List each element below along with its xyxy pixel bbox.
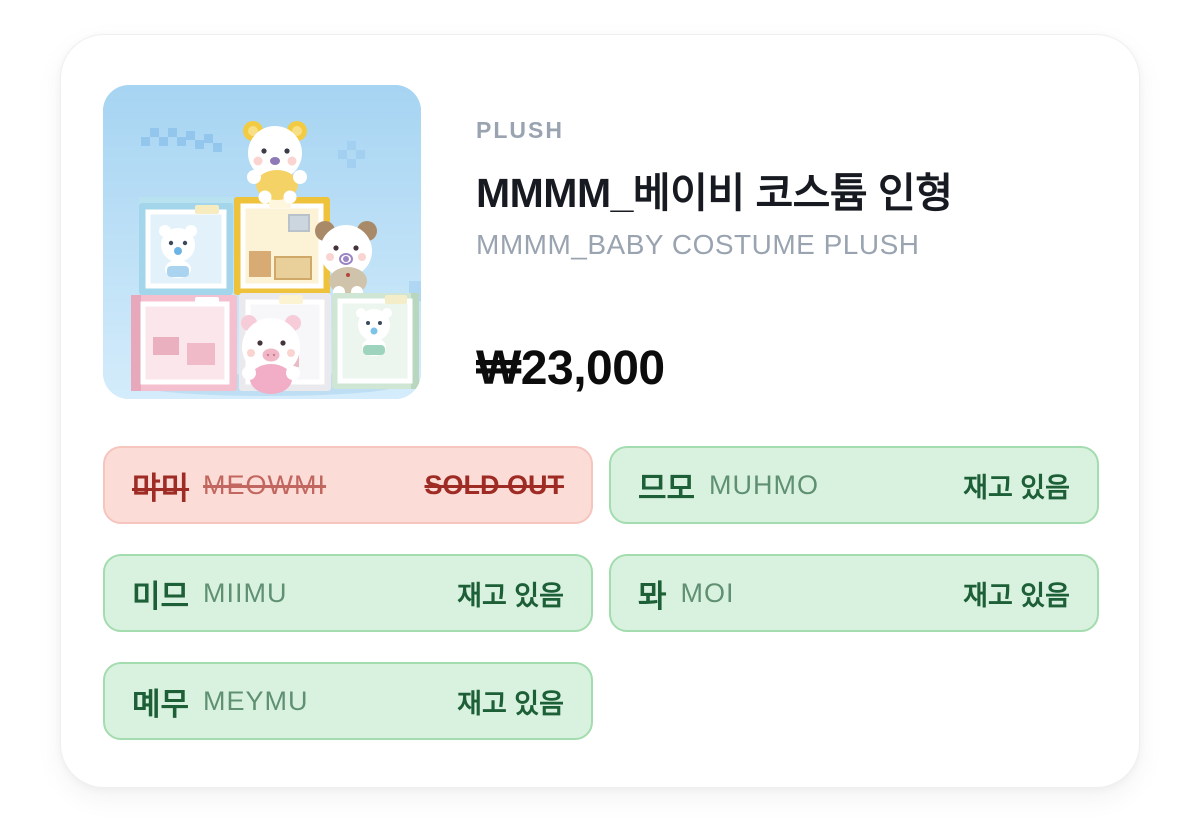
pixel-cross-decoration (338, 141, 365, 168)
product-photo (103, 85, 421, 399)
product-card: PLUSH MMMM_베이비 코스튬 인형 MMMM_BABY COSTUME … (60, 34, 1140, 788)
yellow-box (234, 197, 330, 295)
green-box (332, 293, 419, 389)
pixel-zigzag-decoration (141, 128, 222, 152)
blue-box (139, 197, 233, 295)
yellow-ear-bear-plush (243, 121, 307, 204)
option-status: 재고 있음 (457, 688, 564, 719)
option-badge-meymu[interactable]: 몌무 MEYMU 재고 있음 (103, 662, 593, 740)
pink-box (131, 295, 237, 391)
option-name-kr: 뫄 (638, 578, 667, 614)
product-price: ₩23,000 (476, 342, 665, 395)
option-badge-moi[interactable]: 뫄 MOI 재고 있음 (609, 554, 1099, 632)
plush-scene-illustration (103, 85, 421, 399)
option-name-en: MOI (680, 577, 735, 608)
option-badge-muhmo[interactable]: 므모 MUHMO 재고 있음 (609, 446, 1099, 524)
pig-plush (241, 315, 301, 394)
option-name-en: MEYMU (203, 685, 309, 716)
option-status: 재고 있음 (963, 472, 1070, 503)
option-name-kr: 몌무 (132, 686, 190, 722)
option-status: 재고 있음 (457, 580, 564, 611)
product-title: MMMM_베이비 코스튬 인형 (476, 170, 953, 216)
product-subtitle: MMMM_BABY COSTUME PLUSH (476, 229, 920, 260)
option-name-en: MUHMO (709, 469, 820, 500)
option-name-en: MEOWMI (203, 469, 327, 500)
option-name-kr: 미므 (132, 578, 190, 614)
option-name-kr: 므모 (638, 470, 696, 506)
option-badge-grid: 먀미 MEOWMI SOLD OUT 므모 MUHMO 재고 있음 미므 MII… (103, 446, 1099, 740)
option-status: 재고 있음 (963, 580, 1070, 611)
option-name-en: MIIMU (203, 577, 288, 608)
option-badge-miimu[interactable]: 미므 MIIMU 재고 있음 (103, 554, 593, 632)
brown-ear-bear-plush (315, 221, 377, 298)
option-name-kr: 먀미 (132, 470, 190, 506)
option-badge-meowmi[interactable]: 먀미 MEOWMI SOLD OUT (103, 446, 593, 524)
option-status: SOLD OUT (424, 469, 565, 500)
category-label: PLUSH (476, 117, 564, 143)
